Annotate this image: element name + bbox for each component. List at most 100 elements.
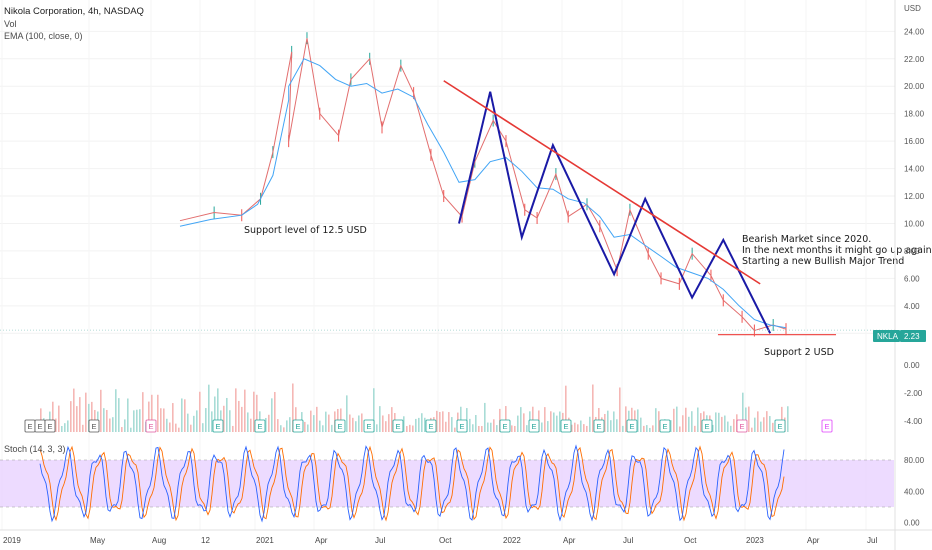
volume-bar <box>325 411 327 432</box>
earnings-marker-label: E <box>396 422 401 431</box>
volume-bar <box>127 398 129 432</box>
volume-bar <box>268 414 270 432</box>
volume-tick-label: 0.00 <box>904 361 920 370</box>
volume-bar <box>328 414 330 432</box>
volume-bar <box>475 415 477 432</box>
earnings-marker-box <box>145 419 157 433</box>
volume-bar <box>202 423 204 432</box>
earnings-marker: E <box>659 419 671 433</box>
volume-bar <box>199 391 201 432</box>
volume-bar <box>346 395 348 432</box>
volume-bar <box>76 406 78 432</box>
zigzag-pattern-line <box>458 91 772 334</box>
volume-bar <box>310 410 312 432</box>
volume-bar <box>106 409 108 432</box>
volume-bar <box>313 415 315 432</box>
volume-bar <box>604 413 606 432</box>
volume-bar <box>232 425 234 432</box>
price-tick-label: 6.00 <box>904 274 920 283</box>
volume-bar <box>643 425 645 432</box>
volume-bar <box>376 424 378 432</box>
volume-bar <box>718 412 720 432</box>
earnings-marker: E <box>560 419 572 433</box>
volume-bar <box>625 406 627 432</box>
volume-bar <box>697 407 699 432</box>
earnings-marker-label: E <box>740 422 745 431</box>
time-tick-label: Aug <box>152 536 166 545</box>
volume-bar <box>403 416 405 432</box>
volume-bar <box>142 392 144 432</box>
earnings-marker-box <box>560 419 572 433</box>
stoch-band <box>0 460 894 507</box>
earnings-marker-box <box>212 419 224 433</box>
earnings-marker: E <box>254 419 266 433</box>
volume-bar <box>493 419 495 432</box>
volume-bar <box>517 415 519 432</box>
volume-bar <box>760 421 762 432</box>
volume-bar <box>496 425 498 432</box>
volume-bar <box>64 423 66 432</box>
volume-bar <box>559 411 561 432</box>
volume-bar <box>226 397 228 432</box>
volume-bar <box>136 409 138 432</box>
volume-bar <box>520 407 522 432</box>
volume-bar <box>238 400 240 432</box>
volume-bar <box>649 427 651 432</box>
volume-bar <box>565 385 567 432</box>
volume-bar <box>70 401 72 432</box>
volume-bar <box>655 408 657 432</box>
volume-bar <box>187 413 189 432</box>
earnings-marker-label: E <box>532 422 537 431</box>
volume-bar <box>439 411 441 432</box>
volume-bar <box>166 418 168 432</box>
volume-bar <box>139 409 141 432</box>
volume-bar <box>121 427 123 432</box>
volume-bar <box>688 416 690 432</box>
volume-bar <box>583 424 585 432</box>
price-tick-label: 24.00 <box>904 27 925 36</box>
stoch-tick-label: 0.00 <box>904 519 920 528</box>
volume-bar <box>265 417 267 432</box>
time-axis[interactable]: 2019 May Aug 12 2021 Apr Jul Oct 2022 Apr Jul Oct 20… <box>0 529 932 545</box>
time-tick-label: 2019 <box>3 536 21 545</box>
price-tick-label: 8.00 <box>904 247 920 256</box>
volume-bar <box>724 415 726 432</box>
volume-bar <box>292 383 294 432</box>
earnings-marker: E <box>145 419 157 433</box>
volume-bar <box>253 391 255 432</box>
volume-bar <box>415 418 417 432</box>
earnings-marker-label: E <box>564 422 569 431</box>
volume-bar <box>676 406 678 432</box>
time-tick-label: Oct <box>684 536 697 545</box>
volume-bar <box>358 415 360 432</box>
volume-bar <box>772 422 774 432</box>
volume-bar <box>469 418 471 432</box>
volume-bar <box>751 427 753 432</box>
time-tick-label: Oct <box>439 536 452 545</box>
earnings-marker-box <box>363 419 375 433</box>
time-tick-label: Apr <box>315 536 328 545</box>
volume-bar <box>685 407 687 432</box>
volume-bar <box>409 424 411 432</box>
resistance-trendline <box>443 80 761 285</box>
volume-bar <box>61 425 63 432</box>
volume-bar <box>277 419 279 432</box>
earnings-marker: E <box>24 419 36 433</box>
earnings-marker: E <box>212 419 224 433</box>
volume-bar <box>151 394 153 432</box>
last-price-tag: NKLA 2.23 <box>873 330 926 342</box>
volume-bar <box>271 398 273 432</box>
price-tag-symbol: NKLA <box>877 332 899 341</box>
volume-bar <box>442 411 444 432</box>
volume-bar <box>445 421 447 432</box>
earnings-marker-box <box>626 419 638 433</box>
divergence-marker-box <box>821 419 833 433</box>
earnings-marker: E <box>499 419 511 433</box>
price-axis[interactable]: USD 24.00 22.00 20.00 18.00 16.00 14.00 12.00 1… <box>894 0 925 550</box>
volume-bar <box>223 405 225 432</box>
volume-bar <box>58 405 60 432</box>
volume-tick-label: -4.00 <box>904 417 923 426</box>
earnings-marker-label: E <box>48 422 53 431</box>
earnings-marker-label: E <box>38 422 43 431</box>
